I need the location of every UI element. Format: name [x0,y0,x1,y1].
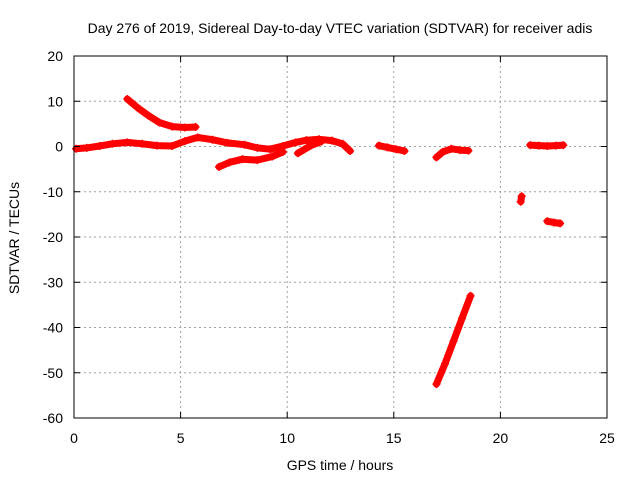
y-tick-label: -60 [43,410,63,426]
data-point [193,133,202,142]
grid [74,56,607,418]
data-point [438,147,447,156]
data-point [543,217,552,226]
data-series [72,94,568,389]
series-band [375,142,408,155]
series-cluster-18 [432,144,473,162]
data-point [449,337,458,346]
data-point [133,104,142,113]
data-point [306,141,315,150]
data-point [180,137,189,146]
data-point [225,158,234,167]
y-tick-label: 20 [47,48,63,64]
series-cluster-14 [374,141,409,156]
data-point [144,111,153,120]
data-point [240,140,249,149]
data-point [432,380,441,389]
data-point [327,136,336,145]
series-cluster-22-upper [526,141,568,151]
data-point [534,141,543,150]
data-point [123,94,132,103]
data-point [168,142,177,151]
data-point [168,122,177,131]
data-point [543,142,552,151]
data-point [346,147,355,156]
y-tick-label: -50 [43,365,63,381]
data-point [464,146,473,155]
x-tick-label: 20 [493,430,509,446]
chart-title: Day 276 of 2019, Sidereal Day-to-day VTE… [88,20,593,36]
series-cluster-21 [516,192,526,206]
x-tick-label: 10 [279,430,295,446]
data-point [108,139,117,148]
series-band [215,148,287,171]
x-tick-label: 25 [599,430,615,446]
data-point [455,146,464,155]
data-point [95,142,104,151]
data-point [123,138,132,147]
data-point [253,143,262,152]
y-tick-label: -20 [43,229,63,245]
data-point [238,155,247,164]
data-point [180,123,189,132]
data-point [526,141,535,150]
data-point [516,197,525,206]
data-point [559,141,568,150]
data-point [400,147,409,156]
series-dip [293,137,326,158]
y-tick-label: 0 [55,139,63,155]
x-tick-label: 15 [386,430,402,446]
data-point [253,156,262,165]
data-point [278,147,287,156]
data-point [138,139,147,148]
data-point [155,118,164,127]
data-point [432,153,441,162]
series-band [72,133,354,155]
data-point [517,192,526,201]
data-point [391,145,400,154]
data-point [208,135,217,144]
data-point [191,123,200,132]
x-tick-label: 0 [70,430,78,446]
series-upper-arc [123,94,200,132]
data-point [317,137,326,146]
series-steep-line [432,291,475,389]
data-point [338,139,347,148]
data-point [214,162,223,171]
data-point [549,218,558,227]
data-point [223,138,232,147]
y-tick-label: 10 [47,93,63,109]
y-tick-label: -40 [43,320,63,336]
y-axis-label: SDTVAR / TECUs [6,182,22,294]
data-point [383,143,392,152]
axis-ticks: 0 5 10 15 20 25 20 10 0 -10 -20 -30 -40 -50 -60 [43,48,615,446]
data-point [556,219,565,228]
series-cluster-22-lower [543,217,565,228]
data-point [153,141,162,150]
series-lower-arc [214,147,287,171]
data-point [291,138,300,147]
data-point [82,143,91,152]
data-point [458,314,467,323]
x-axis-label: GPS time / hours [287,457,394,473]
data-point [302,136,311,145]
series-main-band [72,133,355,156]
data-point [268,152,277,161]
data-point [466,291,475,300]
data-point [551,141,560,150]
y-tick-label: -30 [43,274,63,290]
data-point [447,144,456,153]
y-tick-label: -10 [43,184,63,200]
data-point [374,141,383,150]
data-point [266,145,275,154]
data-point [293,149,302,158]
data-point [440,359,449,368]
x-tick-label: 5 [177,430,185,446]
